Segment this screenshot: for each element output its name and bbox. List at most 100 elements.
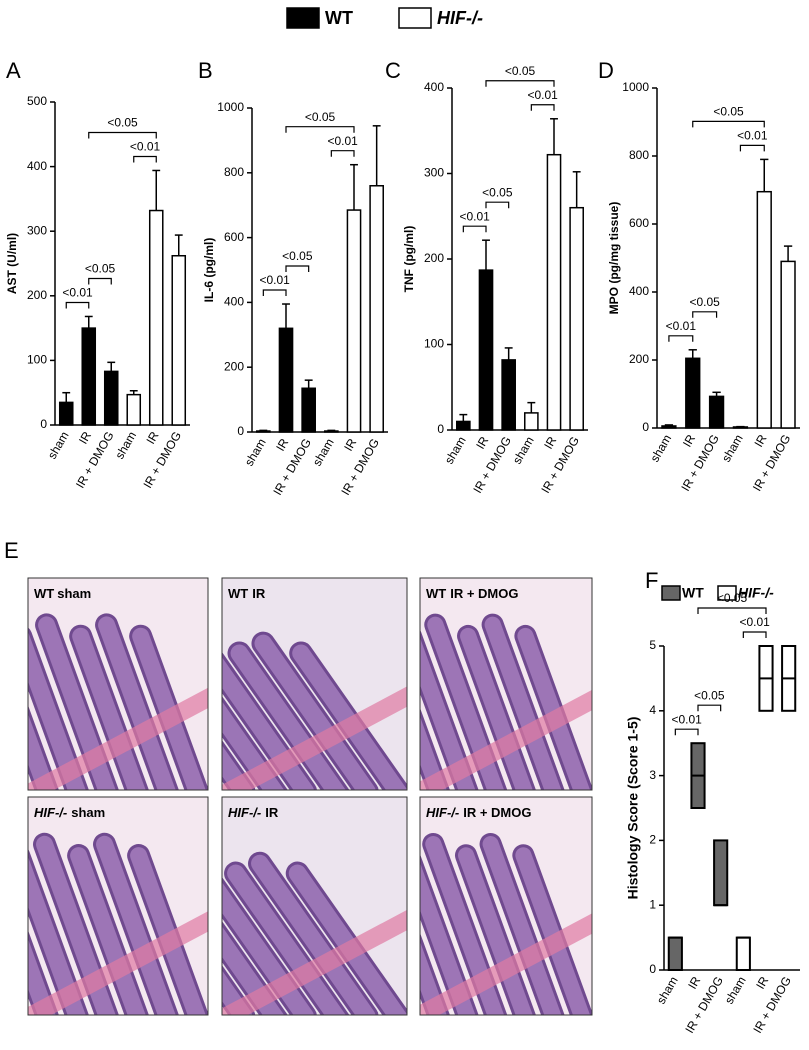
significance-bracket <box>692 120 765 128</box>
significance-bracket <box>485 80 555 87</box>
panel-label: B <box>198 58 213 83</box>
condition: sham <box>71 805 105 820</box>
y-tick-label: 1 <box>649 897 656 911</box>
condition: sham <box>57 586 91 601</box>
y-tick-label: 5 <box>649 638 656 652</box>
villus <box>251 631 379 790</box>
x-tick-label: IR <box>273 436 291 454</box>
histology-image <box>420 578 592 790</box>
y-tick-label: 600 <box>629 216 649 230</box>
significance-label: <0.01 <box>130 140 161 154</box>
significance-label: <0.05 <box>85 262 116 276</box>
image-border <box>221 577 408 791</box>
y-tick-label: 400 <box>224 295 244 309</box>
image-label: HIF-/- sham <box>34 805 105 820</box>
y-axis-label: IL-6 (pg/ml) <box>202 238 216 303</box>
y-tick-label: 300 <box>424 166 444 180</box>
legend-label: HIF-/- <box>437 8 483 28</box>
y-axis-label: Histology Score (Score 1-5) <box>625 717 641 900</box>
villus <box>420 832 452 1015</box>
histology-image <box>222 578 407 790</box>
significance-bracket <box>742 631 767 638</box>
image-label: WT IR + DMOG <box>426 586 518 601</box>
range-bar <box>735 936 751 971</box>
histology-image <box>420 797 592 1015</box>
y-tick-label: 0 <box>237 424 244 438</box>
significance-bracket <box>697 607 767 614</box>
y-tick-label: 400 <box>629 284 649 298</box>
histology-image <box>222 797 407 1015</box>
y-tick-label: 0 <box>437 422 444 436</box>
significance-bracket <box>133 155 157 163</box>
condition: IR <box>252 586 266 601</box>
significance-bracket <box>285 126 355 133</box>
significance-label: <0.05 <box>107 116 138 130</box>
significance-label: <0.01 <box>459 209 490 223</box>
legend-label: WT <box>682 585 704 601</box>
image-label: HIF-/- IR <box>228 805 279 820</box>
y-tick-label: 100 <box>27 353 47 367</box>
y-tick-label: 4 <box>649 703 656 717</box>
condition: IR + DMOG <box>463 805 531 820</box>
villus <box>224 861 355 1015</box>
significance-label: <0.05 <box>482 185 513 199</box>
significance-bracket <box>462 225 487 233</box>
significance-label: <0.01 <box>327 134 358 148</box>
villus <box>457 624 542 790</box>
legend-label: WT <box>325 8 353 28</box>
bar <box>569 206 584 431</box>
y-tick-label: 1000 <box>217 100 244 114</box>
villus <box>481 613 567 790</box>
x-tick-label: IR <box>76 429 94 447</box>
significance-label: <0.01 <box>671 712 702 726</box>
x-tick-label: sham <box>442 434 469 466</box>
y-tick-label: 400 <box>27 159 47 173</box>
villus <box>222 631 256 790</box>
legend-swatch <box>661 585 681 601</box>
bar <box>732 426 749 429</box>
villus <box>420 613 452 790</box>
legend-swatch <box>286 7 320 29</box>
y-tick-label: 0 <box>642 420 649 434</box>
bar <box>148 209 164 426</box>
y-tick-label: 2 <box>649 833 656 847</box>
image-border <box>27 796 209 1016</box>
genotype: HIF-/- <box>228 805 261 820</box>
y-axis-label: AST (U/ml) <box>5 233 19 294</box>
genotype: WT <box>426 586 446 601</box>
villus <box>28 613 61 790</box>
bar <box>278 327 294 433</box>
significance-label: <0.05 <box>282 249 313 263</box>
villus <box>28 832 61 1015</box>
villus <box>69 624 155 790</box>
genotype: HIF-/- <box>34 805 67 820</box>
significance-bracket <box>697 704 722 712</box>
x-tick-label: IR <box>473 434 491 452</box>
legend-swatch <box>717 585 737 601</box>
x-tick-label: IR <box>143 429 161 447</box>
range-bar <box>713 839 729 907</box>
x-tick-label: IR <box>680 432 698 450</box>
y-tick-label: 800 <box>224 165 244 179</box>
panel-label: E <box>4 538 19 563</box>
y-tick-label: 500 <box>27 94 47 108</box>
condition: IR + DMOG <box>450 586 518 601</box>
significance-bracket <box>262 289 287 297</box>
bar <box>685 357 701 429</box>
genotype: WT <box>34 586 54 601</box>
significance-bracket <box>485 201 510 209</box>
bar <box>546 153 562 431</box>
significance-label: <0.05 <box>305 110 336 124</box>
x-tick-label: sham <box>242 436 269 468</box>
x-tick-label: sham <box>510 434 537 466</box>
significance-bracket <box>739 144 765 152</box>
significance-label: <0.01 <box>259 273 290 287</box>
x-tick-label: sham <box>654 974 681 1006</box>
histology-image <box>28 578 208 790</box>
x-tick-label: sham <box>647 432 674 464</box>
condition: IR <box>265 805 279 820</box>
legend-label: HIF-/- <box>738 585 774 601</box>
significance-label: <0.01 <box>527 88 558 102</box>
significance-bracket <box>88 277 112 285</box>
